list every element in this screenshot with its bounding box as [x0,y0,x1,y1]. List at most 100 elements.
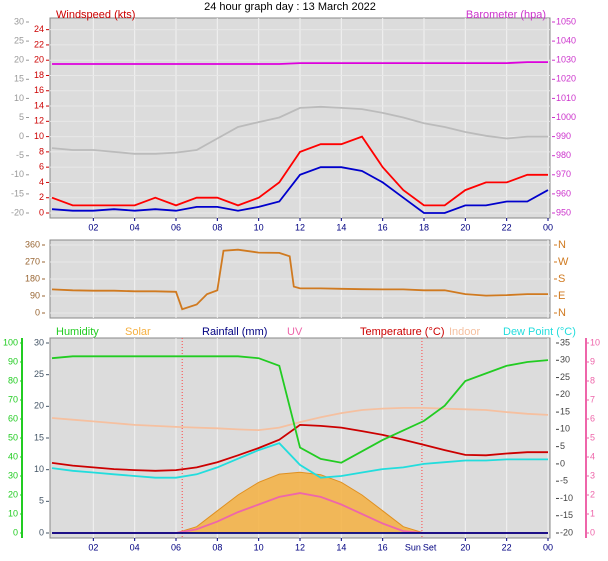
y-tick-label: 0 [560,458,565,468]
y-tick-label: 960 [556,188,571,198]
x-tick-label: 20 [460,222,470,232]
y-tick-label: 12 [34,116,44,126]
x-tick-label: 04 [130,222,140,232]
y-tick-label: 20 [34,401,44,411]
line [51,423,548,472]
y-tick-label: 980 [556,150,571,160]
y-tick-label: 30 [14,16,24,26]
y-tick-label: 16 [34,85,44,95]
line [51,105,548,155]
x-tick-label: 02 [88,542,98,552]
y-tick-label: 24 [34,24,44,34]
y-tick-label: 10 [34,131,44,141]
y-tick-label: -10 [11,169,24,179]
y-tick-label: 70 [8,394,18,404]
line [52,61,548,65]
y-tick-label: 0 [590,527,595,537]
y-tick-label: 4 [590,451,595,461]
x-tick-label: 10 [254,542,264,552]
x-tick-label: 22 [502,542,512,552]
y-axis-title: Windspeed (kts) [56,9,135,21]
y-tick-label: E [558,290,565,302]
y-tick-label: 2 [39,192,44,202]
y-tick-label: 3 [590,470,595,480]
annotation: Set [423,542,437,552]
y-tick-label: -15 [560,510,573,520]
y-tick-label: 6 [39,162,44,172]
line [51,407,549,432]
y-tick-label: 0 [19,131,24,141]
y-tick-label: 1030 [556,55,576,65]
line [51,355,549,464]
y-tick-label: 8 [39,146,44,156]
x-tick-label: 18 [419,222,429,232]
x-tick-label: 08 [212,542,222,552]
y-tick-label: 10 [590,337,600,347]
y-tick-label: 0 [39,527,44,537]
line [51,442,548,479]
line [51,166,549,214]
legend-entry: UV [287,326,303,338]
x-tick-label: 22 [502,222,512,232]
y-tick-label: 4 [39,177,44,187]
legend-entry: Solar [125,326,151,338]
y-tick-label: 30 [8,470,18,480]
x-tick-label: 16 [378,542,388,552]
y-tick-label: 20 [560,389,570,399]
y2-axis-title: Barometer (hpa) [466,9,546,21]
y-tick-label: 40 [8,451,18,461]
y-tick-label: 950 [556,207,571,217]
y-tick-label: 30 [34,337,44,347]
x-tick-label: 14 [336,222,346,232]
y-tick-label: 0 [39,207,44,217]
legend-entry: Temperature (°C) [360,326,444,338]
y-tick-label: 14 [34,100,44,110]
y-tick-label: 360 [25,239,40,249]
y-tick-label: 1020 [556,74,576,84]
y-tick-label: 80 [8,375,18,385]
y-tick-label: 30 [560,355,570,365]
y-tick-label: 10 [34,464,44,474]
y-tick-label: 25 [14,35,24,45]
y-tick-label: 9 [590,356,595,366]
y-tick-label: 990 [556,131,571,141]
x-tick-label: 00 [543,222,553,232]
y-tick-label: 22 [34,39,44,49]
x-tick-label: 02 [88,222,98,232]
x-tick-label: 00 [543,542,553,552]
y-tick-label: 1010 [556,93,576,103]
y-tick-label: 60 [8,413,18,423]
y-tick-label: 90 [8,356,18,366]
x-tick-label: 06 [171,542,181,552]
y-tick-label: 35 [560,337,570,347]
x-tick-label: 06 [171,222,181,232]
y-tick-label: 8 [590,375,595,385]
y-tick-label: -10 [560,493,573,503]
y-tick-label: 970 [556,169,571,179]
y-tick-label: 5 [19,112,24,122]
y-tick-label: 10 [8,508,18,518]
y-tick-label: W [558,256,569,268]
y-tick-label: 20 [34,55,44,65]
y-tick-label: 0 [13,527,18,537]
y-tick-label: -5 [560,476,568,486]
y-tick-label: N [558,239,566,251]
line [51,248,548,311]
y-tick-label: 5 [39,496,44,506]
y-tick-label: -20 [11,207,24,217]
y-tick-label: -20 [560,527,573,537]
x-tick-label: 10 [254,222,264,232]
legend-entry: Indoor [449,326,481,338]
y-tick-label: N [558,307,566,319]
y-tick-label: 7 [590,394,595,404]
y-tick-label: 10 [14,93,24,103]
y-tick-label: -15 [11,188,24,198]
y-tick-label: 270 [25,256,40,266]
y-tick-label: 15 [560,406,570,416]
y-tick-label: 20 [14,55,24,65]
y-tick-label: 90 [30,290,40,300]
y-tick-label: 1000 [556,112,576,122]
legend-entry: Rainfall (mm) [202,326,267,338]
y-tick-label: -5 [16,150,24,160]
x-tick-label: 12 [295,542,305,552]
